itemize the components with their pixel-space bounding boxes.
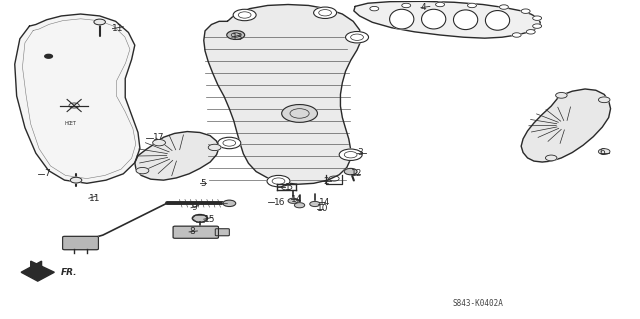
Circle shape — [310, 201, 320, 206]
Circle shape — [436, 2, 445, 7]
Polygon shape — [135, 131, 219, 180]
Circle shape — [70, 177, 82, 183]
Text: 14: 14 — [291, 195, 303, 204]
Text: HŒT: HŒT — [65, 122, 77, 126]
Text: 7: 7 — [44, 169, 50, 178]
Circle shape — [94, 19, 106, 25]
Polygon shape — [204, 4, 362, 184]
Circle shape — [532, 24, 541, 28]
Circle shape — [136, 167, 149, 174]
Circle shape — [282, 105, 317, 122]
Text: S843-K0402A: S843-K0402A — [453, 299, 504, 308]
Polygon shape — [21, 261, 54, 281]
Circle shape — [288, 198, 298, 203]
Circle shape — [218, 137, 241, 149]
Polygon shape — [15, 14, 140, 183]
Circle shape — [521, 9, 530, 13]
Polygon shape — [521, 89, 611, 162]
Circle shape — [192, 214, 207, 222]
Text: 1: 1 — [285, 183, 291, 192]
Circle shape — [45, 54, 52, 58]
Text: 5: 5 — [200, 179, 205, 188]
Text: 17: 17 — [153, 133, 164, 142]
Polygon shape — [354, 1, 540, 38]
Text: 8: 8 — [189, 227, 195, 236]
Circle shape — [339, 149, 362, 160]
Text: 13: 13 — [232, 33, 243, 42]
Circle shape — [499, 5, 508, 9]
FancyBboxPatch shape — [63, 236, 99, 250]
Ellipse shape — [422, 9, 446, 29]
Text: 11: 11 — [113, 24, 124, 33]
Circle shape — [532, 16, 541, 20]
Text: 9: 9 — [191, 203, 196, 212]
Circle shape — [314, 7, 337, 19]
Circle shape — [267, 175, 290, 187]
Circle shape — [512, 33, 521, 37]
Text: 10: 10 — [317, 204, 328, 213]
Circle shape — [526, 30, 535, 34]
Ellipse shape — [390, 9, 414, 29]
Circle shape — [346, 32, 369, 43]
Circle shape — [402, 3, 411, 8]
Circle shape — [208, 144, 221, 151]
Text: 4: 4 — [421, 3, 426, 12]
Circle shape — [233, 9, 256, 21]
Text: 11: 11 — [89, 194, 100, 203]
Circle shape — [344, 168, 357, 175]
Text: 16: 16 — [274, 198, 285, 207]
Circle shape — [598, 97, 610, 103]
Text: 12: 12 — [351, 169, 362, 178]
Circle shape — [598, 149, 610, 154]
Ellipse shape — [485, 11, 509, 30]
Text: 15: 15 — [204, 215, 215, 224]
Ellipse shape — [454, 10, 477, 30]
Circle shape — [153, 139, 166, 146]
Circle shape — [467, 3, 476, 8]
Text: 14: 14 — [319, 198, 330, 207]
FancyBboxPatch shape — [173, 226, 218, 238]
Circle shape — [294, 203, 305, 208]
Text: FR.: FR. — [61, 268, 77, 278]
Circle shape — [556, 93, 567, 98]
Text: 2: 2 — [323, 177, 329, 186]
Circle shape — [370, 6, 379, 11]
Circle shape — [545, 155, 557, 161]
Text: 3: 3 — [357, 148, 363, 157]
Circle shape — [227, 31, 244, 40]
Circle shape — [223, 200, 236, 206]
FancyBboxPatch shape — [215, 229, 229, 236]
Text: 6: 6 — [600, 148, 605, 157]
